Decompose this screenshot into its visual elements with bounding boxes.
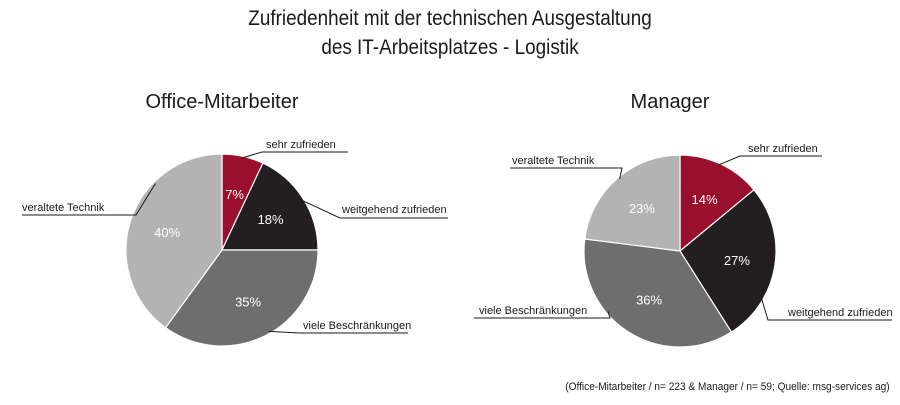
pie-chart-manager: Manager 14% 27% 36% 23% sehr zufrieden weitgeh… bbox=[474, 91, 893, 348]
slice-value-weitgehend-zufrieden: 27% bbox=[724, 253, 750, 268]
callout-label-veraltete-technik: veraltete Technik bbox=[22, 202, 105, 214]
callout-line-viele-beschraenkungen bbox=[474, 311, 611, 319]
callout-label-sehr-zufrieden: sehr zufrieden bbox=[748, 143, 818, 155]
pie-slice-viele-beschraenkungen bbox=[164, 249, 319, 347]
slice-value-weitgehend-zufrieden: 18% bbox=[258, 212, 284, 227]
callout-label-veraltete-technik: veraltete Technik bbox=[512, 155, 595, 167]
slice-value-veraltete-technik: 23% bbox=[629, 201, 655, 216]
slice-value-veraltete-technik: 40% bbox=[154, 225, 180, 240]
callout-line-veraltete-technik bbox=[22, 183, 156, 216]
slice-value-sehr-zufrieden: 14% bbox=[691, 192, 717, 207]
slice-value-sehr-zufrieden: 7% bbox=[225, 187, 244, 202]
callout-label-viele-beschraenkungen: viele Beschränkungen bbox=[303, 320, 411, 332]
pie-slice-weitgehend-zufrieden bbox=[221, 162, 319, 251]
pie-slice-viele-beschraenkungen bbox=[583, 238, 733, 348]
callout-label-weitgehend-zufrieden: weitgehend zufrieden bbox=[341, 204, 447, 216]
pie-slice-veraltete-technik bbox=[125, 153, 223, 329]
slice-value-viele-beschraenkungen: 36% bbox=[636, 293, 662, 308]
main-title-line-1: Zufriedenheit mit der technischen Ausges… bbox=[248, 7, 652, 30]
callout-line-sehr-zufrieden bbox=[241, 151, 348, 159]
main-title-line-2: des IT-Arbeitsplatzes - Logistik bbox=[321, 36, 579, 59]
slice-value-viele-beschraenkungen: 35% bbox=[235, 294, 261, 309]
callout-label-viele-beschraenkungen: viele Beschränkungen bbox=[479, 305, 587, 317]
pie-chart-office-mitarbeiter: Office-Mitarbeiter 7% 18% 35% 40% sehr zufrie… bbox=[22, 91, 448, 347]
callout-label-sehr-zufrieden: sehr zufrieden bbox=[266, 139, 336, 151]
pie-slice-weitgehend-zufrieden bbox=[679, 188, 777, 333]
chart-title: Manager bbox=[631, 91, 710, 113]
callout-line-veraltete-technik bbox=[510, 167, 623, 180]
callout-line-viele-beschraenkungen bbox=[268, 330, 408, 334]
callout-line-weitgehend-zufrieden bbox=[760, 297, 892, 321]
callout-line-sehr-zufrieden bbox=[718, 155, 822, 166]
main-title: Zufriedenheit mit der technischen Ausges… bbox=[45, 4, 855, 62]
chart-title: Office-Mitarbeiter bbox=[145, 91, 298, 113]
callout-label-weitgehend-zufrieden: weitgehend zufrieden bbox=[787, 307, 893, 319]
pie-slice-veraltete-technik bbox=[584, 154, 681, 252]
callout-line-weitgehend-zufrieden bbox=[301, 199, 448, 219]
source-note: (Office-Mitarbeiter / n= 223 & Manager /… bbox=[565, 381, 890, 393]
